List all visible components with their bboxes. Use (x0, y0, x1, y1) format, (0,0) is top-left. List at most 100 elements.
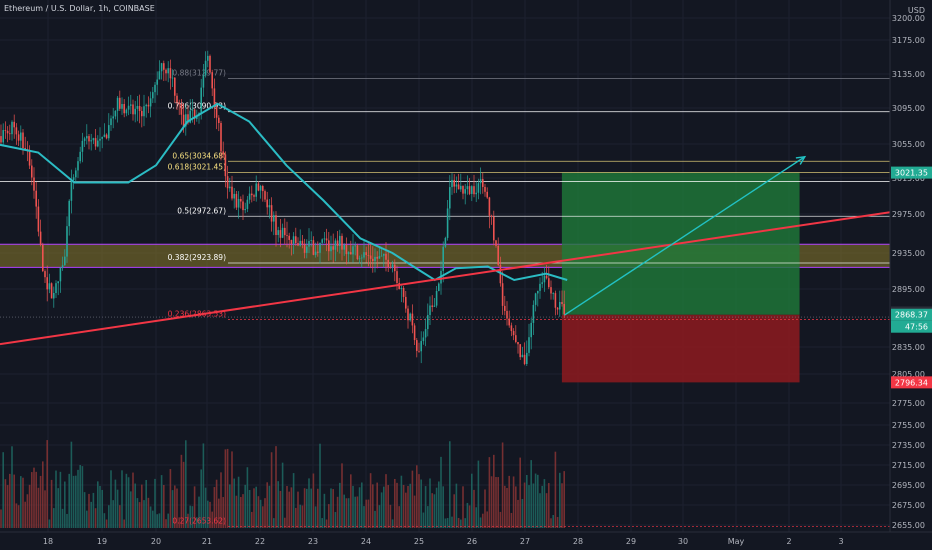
candle-body (138, 106, 141, 111)
volume-bar (182, 461, 185, 528)
price-badge (891, 308, 932, 321)
volume-bar (185, 440, 187, 528)
volume-bar (248, 489, 251, 528)
volume-bar (462, 486, 464, 528)
candle-body (169, 68, 172, 79)
time-axis[interactable]: 18 19 20 21 22 23 24 25 26 27 28 29 30 May 2 3 (0, 531, 932, 546)
candle-body (55, 283, 57, 293)
price-axis-background (890, 0, 932, 532)
y-tick-label: 2975.00 (892, 210, 925, 219)
y-tick-label: 3200.00 (892, 14, 925, 23)
candle-body (490, 215, 493, 217)
candle-body (556, 307, 559, 310)
volume-bar (251, 511, 253, 528)
candle-body (167, 68, 169, 74)
volume-bar (35, 471, 37, 528)
projection-arrow[interactable] (564, 155, 807, 316)
candle-body (147, 104, 150, 107)
volume-bar (343, 494, 345, 528)
arrow-shaft[interactable] (564, 156, 806, 316)
candle-body (119, 97, 121, 109)
x-tick-label: May (728, 537, 745, 546)
x-tick-label: 19 (97, 537, 107, 546)
volume-bar (444, 518, 447, 528)
candle-body (539, 283, 541, 291)
candle-body (543, 275, 546, 283)
volume-bar (187, 513, 189, 528)
candle-body (427, 315, 429, 330)
candle-body (422, 337, 425, 342)
candle-body (103, 134, 106, 137)
volume-bar (372, 484, 374, 528)
volume-bar (152, 510, 154, 528)
candle-body (189, 110, 191, 123)
volume-bar (259, 499, 262, 528)
volume-bar (264, 498, 266, 528)
candle-body (515, 335, 517, 342)
volume-bar (31, 472, 33, 528)
volume-bar (319, 443, 321, 528)
candle-body (237, 198, 240, 208)
volume-bar (486, 511, 488, 528)
x-tick-label: 21 (202, 537, 212, 546)
volume-bar (138, 502, 141, 528)
candle-body (512, 331, 515, 336)
candle-body (526, 352, 528, 364)
price-badge-label: 3021.35 (895, 169, 928, 178)
volume-bar (154, 478, 156, 528)
candle-body (37, 206, 40, 232)
volume-bar (171, 490, 174, 528)
candle-body (99, 138, 101, 141)
volume-bar (233, 478, 235, 528)
volume-bar (332, 489, 334, 528)
trendline-segment[interactable] (0, 211, 891, 346)
candle-body (158, 71, 161, 80)
x-tick-label: 26 (467, 537, 477, 546)
candle-body (125, 109, 128, 114)
volume-bar (42, 461, 44, 528)
volume-bar (255, 486, 257, 528)
candle-body (301, 240, 304, 244)
volume-bar (374, 510, 376, 528)
loss-zone[interactable] (561, 314, 800, 383)
candle-body (180, 103, 183, 115)
candle-body (545, 275, 548, 279)
volume-bar (24, 501, 26, 528)
volume-bar (532, 483, 535, 528)
candle-body (519, 344, 521, 358)
volume-bar (440, 456, 442, 528)
volume-bar (37, 487, 40, 528)
candle-body (460, 185, 462, 190)
candle-body (191, 109, 194, 111)
candle-body (380, 255, 383, 257)
price-axis[interactable]: USD 3200.00 3175.00 3135.00 3095.00 3055.00 3… (889, 0, 932, 532)
volume-bar (163, 485, 165, 528)
volume-bar (235, 495, 238, 528)
candle-body (110, 118, 112, 126)
volume-bar (48, 519, 51, 528)
volume-bar (198, 496, 200, 528)
volume-bar (515, 486, 517, 528)
candle-body (297, 243, 299, 246)
volume-bar (460, 519, 462, 528)
volume-bar (215, 479, 218, 528)
candle-body (59, 267, 62, 282)
candle-body (94, 138, 97, 147)
candle-body (286, 235, 288, 236)
volume-bar (413, 495, 416, 528)
fib-level-label: 0.65(3034.68) (172, 151, 226, 160)
candle-body (92, 138, 95, 141)
volume-bar (554, 451, 557, 528)
candle-body (70, 180, 73, 201)
candle-body (321, 239, 323, 243)
candle-body (248, 193, 251, 200)
candle-body (471, 186, 473, 194)
candle-body (136, 106, 139, 109)
volume-bar (136, 498, 139, 528)
long-position-tool[interactable] (561, 172, 800, 383)
volume-bar (13, 474, 15, 528)
volume-bar (57, 488, 59, 528)
trendline[interactable] (0, 211, 891, 346)
